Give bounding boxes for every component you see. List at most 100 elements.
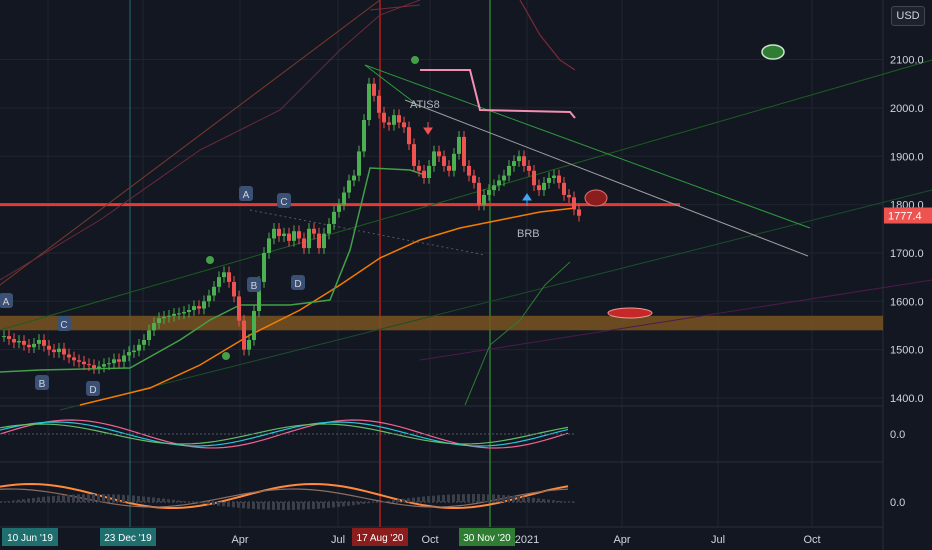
candle-body <box>37 339 41 344</box>
candle-body <box>42 339 46 346</box>
histogram-bar <box>207 502 210 505</box>
histogram-bar <box>417 497 420 502</box>
candle-body <box>302 238 306 249</box>
histogram-bar <box>232 502 235 508</box>
candle-body <box>262 252 266 282</box>
histogram-bar <box>557 500 560 502</box>
histogram-bar <box>307 502 310 510</box>
histogram-bar <box>17 499 20 502</box>
candle-body <box>387 122 391 125</box>
currency-button[interactable]: USD <box>891 6 925 26</box>
candle-body <box>552 175 556 179</box>
candle-body <box>382 112 386 123</box>
price-tick-label: 2100.0 <box>890 55 924 67</box>
time-tick-label: Oct <box>803 534 820 546</box>
osc-tick-label: 0.0 <box>890 429 905 441</box>
candle-body <box>107 363 111 365</box>
candle-body <box>347 180 351 193</box>
candle-body <box>72 357 76 361</box>
candle-body <box>187 310 191 312</box>
histogram-bar <box>367 502 370 504</box>
histogram-bar <box>352 502 355 506</box>
histogram-bar <box>547 499 550 502</box>
pattern-markers: A B C D A B C D ATIS8 BRB <box>0 44 785 396</box>
histogram-bar <box>552 500 555 502</box>
histogram-bar <box>87 494 90 502</box>
trend-line <box>364 64 421 108</box>
pattern-point-label: B <box>251 281 258 292</box>
time-highlight-label: 10 Jun '19 <box>7 533 53 544</box>
histogram-bar <box>102 494 105 502</box>
candle-body <box>67 354 71 358</box>
pattern-point-label: C <box>60 320 67 331</box>
histogram-bar <box>422 496 425 502</box>
histogram-bar <box>542 498 545 502</box>
histogram-bar <box>112 494 115 502</box>
histogram-bar <box>132 495 135 502</box>
trend-lines <box>0 0 932 411</box>
histogram-bar <box>222 502 225 507</box>
candle-body <box>417 165 421 171</box>
candle-body <box>352 175 356 181</box>
candle-body <box>172 313 176 316</box>
histogram-bar <box>397 499 400 502</box>
pattern-point-label: C <box>280 197 287 208</box>
price-tick-label: 1700.0 <box>890 248 924 260</box>
histogram-bar <box>527 497 530 502</box>
upper-band <box>369 4 421 11</box>
candle-body <box>357 151 361 176</box>
candle-body <box>532 170 536 186</box>
candle-body <box>522 156 526 166</box>
candle-body <box>287 233 291 241</box>
candle-body <box>572 197 576 210</box>
trend-line <box>0 59 932 331</box>
histogram-bar <box>37 497 40 502</box>
oscillator-panes <box>0 433 575 510</box>
trailing-stop <box>0 167 426 373</box>
candle-body <box>527 165 531 171</box>
histogram-bar <box>162 498 165 502</box>
candle-body <box>432 151 436 166</box>
histogram-bar <box>447 494 450 502</box>
histogram-bar <box>32 497 35 502</box>
target-ellipse <box>584 189 608 207</box>
histogram-bar <box>322 502 325 509</box>
candle-body <box>467 165 471 176</box>
candle-body <box>377 95 381 113</box>
candle-body <box>472 175 476 183</box>
histogram-bar <box>77 494 80 502</box>
histogram-bar <box>457 494 460 502</box>
histogram-bar <box>7 501 10 502</box>
histogram-bar <box>327 502 330 508</box>
histogram-bar <box>202 502 205 504</box>
histogram-bar <box>412 497 415 502</box>
histogram-bar <box>272 502 275 510</box>
histogram-bar <box>437 495 440 502</box>
histogram-bar <box>432 495 435 502</box>
histogram-bar <box>137 495 140 502</box>
histogram-bar <box>477 494 480 502</box>
candlesticks <box>2 77 581 374</box>
candle-body <box>152 323 156 331</box>
candle-body <box>557 175 561 183</box>
candle-body <box>537 185 541 191</box>
candle-body <box>427 165 431 179</box>
candle-body <box>97 366 101 369</box>
histogram-bar <box>62 495 65 502</box>
candle-body <box>112 359 116 364</box>
candle-body <box>512 161 516 166</box>
histogram-bar <box>507 495 510 502</box>
histogram-bar <box>357 502 360 505</box>
trend-line <box>0 0 381 286</box>
target-ellipse <box>607 307 653 319</box>
histogram-bar <box>257 502 260 510</box>
candle-body <box>447 165 451 171</box>
histogram-bar <box>267 502 270 510</box>
histogram-bar <box>487 494 490 502</box>
candle-body <box>77 360 81 362</box>
histogram-bar <box>22 499 25 502</box>
histogram-bar <box>297 502 300 510</box>
price-tick-label: 1600.0 <box>890 296 924 308</box>
histogram-bar <box>537 498 540 502</box>
